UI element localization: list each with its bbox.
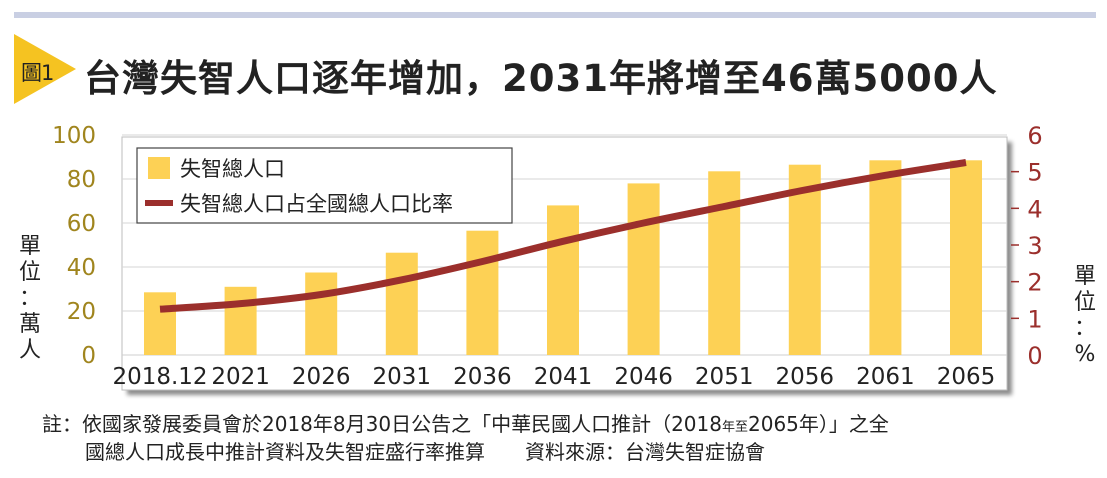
legend-line-label: 失智總人口占全國總人口比率 (180, 192, 453, 216)
left-tick-label: 60 (67, 211, 96, 237)
x-tick-label: 2061 (856, 364, 915, 390)
right-unit-char: 位 (1074, 290, 1096, 315)
left-tick-label: 40 (67, 255, 96, 281)
chart-title: 台灣失智人口逐年增加，2031年將增至46萬5000人 (84, 57, 998, 100)
figure-number: 圖1 (21, 61, 54, 85)
bar (466, 230, 499, 355)
badge-triangle-icon (14, 34, 76, 104)
footnote-text-b: 2065年）」之全 (748, 412, 889, 436)
right-tick-label: 6 (1027, 122, 1042, 150)
x-tick-label: 2056 (776, 364, 835, 390)
bar (547, 205, 579, 355)
left-tick-label: 20 (67, 299, 96, 325)
left-unit-char: 位 (19, 260, 41, 285)
left-unit-char: 人 (19, 338, 41, 363)
right-unit-char: % (1075, 342, 1096, 367)
legend-bar-swatch (148, 157, 170, 179)
right-tick-label: 3 (1027, 232, 1042, 260)
figure-badge: 圖1 (14, 34, 76, 104)
right-tick-label: 5 (1027, 159, 1042, 187)
bar (224, 286, 257, 355)
left-unit-char: 單 (19, 234, 41, 259)
right-unit-char: 單 (1074, 264, 1096, 289)
bar (305, 272, 338, 355)
x-tick-label: 2031 (373, 364, 432, 390)
bar (708, 171, 741, 355)
right-tick-label: 0 (1027, 342, 1042, 370)
left-tick-label: 100 (52, 123, 96, 149)
x-tick-label: 2065 (937, 364, 996, 390)
x-tick-label: 2051 (695, 364, 754, 390)
left-unit-char: 萬 (19, 312, 41, 337)
footnote-line-2: 國總人口成長中推計資料及失智症盛行率推算 資料來源：台灣失智症協會 (42, 440, 889, 464)
legend-bar-label: 失智總人口 (180, 157, 285, 181)
right-unit-char: ： (1074, 316, 1096, 341)
bar (869, 160, 902, 355)
right-tick-label: 4 (1027, 195, 1042, 223)
bar (788, 164, 821, 355)
x-tick-label: 2026 (292, 364, 351, 390)
bar (950, 160, 982, 355)
legend-box (136, 147, 513, 224)
x-tick-label: 2018.12 (112, 364, 207, 390)
top-divider-bar (14, 12, 1096, 18)
right-tick-label: 1 (1027, 305, 1042, 333)
data-source: 資料來源：台灣失智症協會 (525, 440, 765, 464)
x-tick-label: 2021 (211, 364, 270, 390)
footnote-line-1: 註：依國家發展委員會於2018年8月30日公告之「中華民國人口推計（2018年至… (42, 412, 889, 440)
left-tick-label: 80 (67, 167, 96, 193)
bar (144, 292, 176, 355)
footnote-text-c: 國總人口成長中推計資料及失智症盛行率推算 (85, 440, 485, 464)
footnote: 註：依國家發展委員會於2018年8月30日公告之「中華民國人口推計（2018年至… (42, 412, 889, 464)
bar (627, 183, 660, 355)
footnote-small-text: 年至 (721, 420, 748, 435)
right-tick-label: 2 (1027, 269, 1042, 297)
left-unit-char: ： (19, 286, 41, 311)
bar (385, 252, 418, 355)
ratio-line (159, 159, 967, 313)
footnote-text-a: 註：依國家發展委員會於2018年8月30日公告之「中華民國人口推計（2018 (42, 412, 722, 436)
x-tick-label: 2036 (453, 364, 512, 390)
x-tick-label: 2041 (534, 364, 593, 390)
left-tick-label: 0 (81, 343, 96, 369)
chart: 0 20 40 60 80 100 0 1 2 3 4 5 6 2018.12 2021 2026 2031… (19, 122, 1096, 391)
x-tick-label: 2046 (614, 364, 673, 390)
